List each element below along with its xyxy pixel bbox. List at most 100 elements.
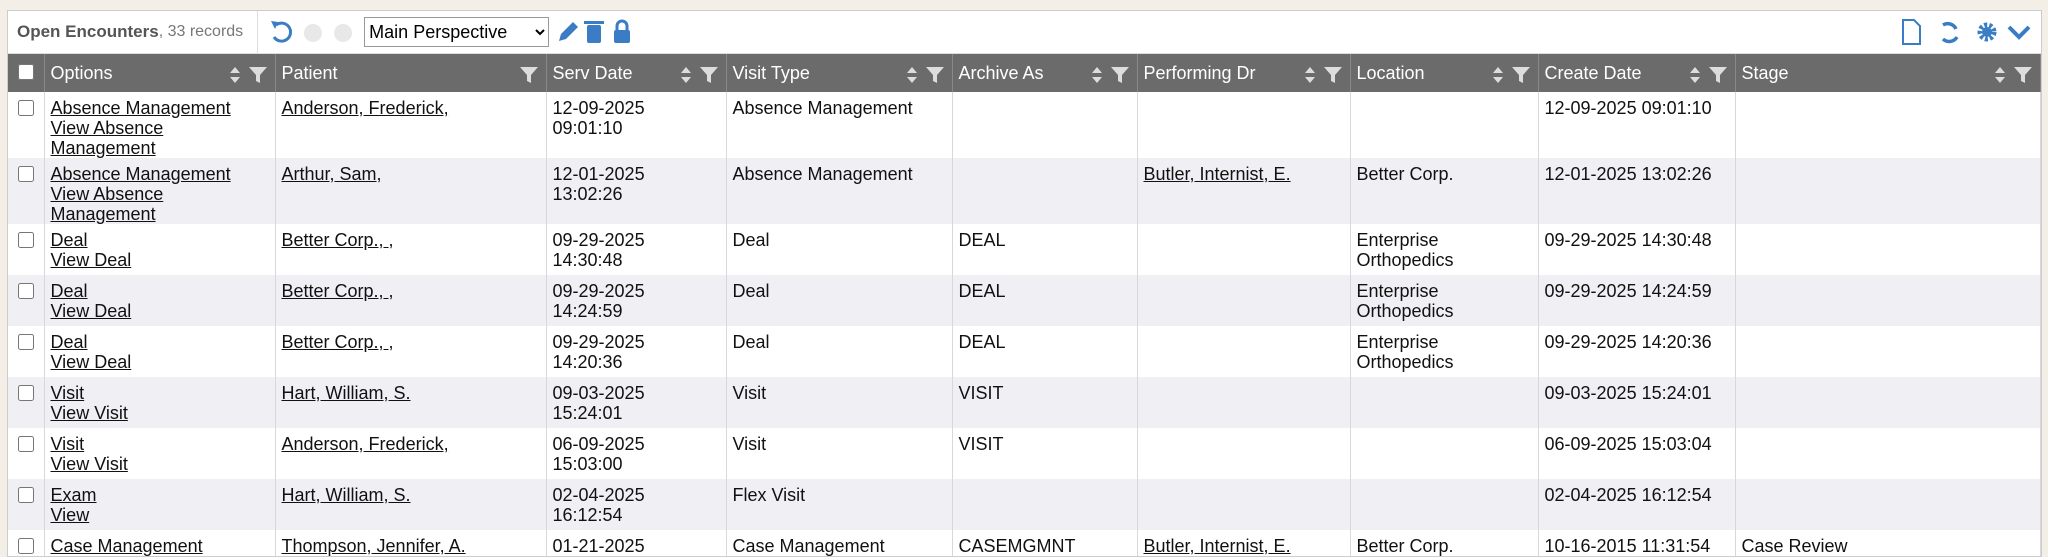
option-link[interactable]: View Deal xyxy=(50,301,132,321)
column-title: Performing Dr xyxy=(1143,62,1256,83)
column-header[interactable]: Performing Dr xyxy=(1137,54,1351,92)
select-cell xyxy=(8,158,45,224)
header-icons[interactable] xyxy=(498,65,542,90)
cell: 09-29-2025 14:30:48 xyxy=(1538,224,1736,275)
record-link[interactable]: Hart, William, S. xyxy=(281,383,411,403)
option-link[interactable]: Visit xyxy=(50,383,85,403)
cell: DEAL xyxy=(952,224,1138,275)
column-header[interactable]: Visit Type xyxy=(726,54,953,92)
select-all[interactable] xyxy=(8,54,45,92)
header-icons[interactable] xyxy=(1687,65,1731,90)
header-icons[interactable] xyxy=(1992,65,2036,90)
column-header[interactable]: Options xyxy=(44,54,276,92)
record-link[interactable]: Arthur, Sam, xyxy=(281,164,382,184)
right-icons[interactable] xyxy=(1897,17,2037,47)
option-link[interactable]: Deal xyxy=(50,230,88,250)
record-link[interactable]: Better Corp., , xyxy=(281,230,394,250)
table-row: Exam View Hart, William, S. 02-04-2025 16:1… xyxy=(8,479,2041,530)
header-icons[interactable] xyxy=(1089,65,1133,90)
cell-text: 12-01-2025 13:02:26 xyxy=(552,164,645,204)
cell: Flex Visit xyxy=(726,479,953,530)
cell: Deal View Deal xyxy=(44,275,276,326)
column-title: Create Date xyxy=(1544,62,1642,83)
cell: Absence Management xyxy=(726,158,953,224)
cell xyxy=(1350,428,1539,479)
column-header[interactable]: Archive As xyxy=(952,54,1138,92)
checkbox[interactable] xyxy=(18,63,34,80)
cell: Deal xyxy=(726,224,953,275)
record-link[interactable]: Better Corp., , xyxy=(281,281,394,301)
option-link[interactable]: View xyxy=(50,505,90,525)
option-link[interactable]: View Visit xyxy=(50,403,128,423)
checkbox[interactable] xyxy=(18,334,34,350)
cell-text: Better Corp. xyxy=(1356,164,1454,184)
checkbox[interactable] xyxy=(18,436,34,452)
option-link[interactable]: View Deal xyxy=(50,352,132,372)
record-link[interactable]: Thompson, Jennifer, A. xyxy=(281,536,466,556)
column-title: Stage xyxy=(1741,62,1789,83)
option-link[interactable]: View Visit xyxy=(50,454,128,474)
option-link[interactable]: View Absence Management xyxy=(50,118,164,158)
cell-text: 09-03-2025 15:24:01 xyxy=(1544,383,1712,403)
column-header[interactable]: Patient xyxy=(275,54,547,92)
table-row: Deal View Deal Better Corp., , 09-29-2025 1… xyxy=(8,326,2041,377)
checkbox[interactable] xyxy=(18,166,34,182)
cell: Better Corp., , xyxy=(275,275,547,326)
edit-icons[interactable] xyxy=(555,17,635,47)
cell-text: Case Management xyxy=(732,536,885,556)
cell-text: Flex Visit xyxy=(732,485,806,505)
header-icons[interactable] xyxy=(227,65,271,90)
cell xyxy=(1735,326,2041,377)
record-link[interactable]: Butler, Internist, E. xyxy=(1143,536,1291,556)
checkbox[interactable] xyxy=(18,283,34,299)
nav-icons[interactable] xyxy=(268,17,358,47)
checkbox[interactable] xyxy=(18,487,34,503)
column-header[interactable]: Serv Date xyxy=(546,54,727,92)
option-link[interactable]: Exam xyxy=(50,485,97,505)
cell: CASEMGMNT xyxy=(952,530,1138,556)
cell: Anderson, Frederick, xyxy=(275,92,547,158)
header-icons[interactable] xyxy=(1302,65,1346,90)
cell xyxy=(1137,479,1351,530)
cell: 02-04-2025 16:12:54 xyxy=(1538,479,1736,530)
cell-text: 09-29-2025 14:24:59 xyxy=(552,281,645,321)
header-icons[interactable] xyxy=(904,65,948,90)
option-link[interactable]: Visit xyxy=(50,434,85,454)
cell: Anderson, Frederick, xyxy=(275,428,547,479)
record-link[interactable]: Better Corp., , xyxy=(281,332,394,352)
cell: Visit View Visit xyxy=(44,428,276,479)
option-link[interactable]: Deal xyxy=(50,281,88,301)
cell: Deal xyxy=(726,326,953,377)
checkbox[interactable] xyxy=(18,232,34,248)
column-header[interactable]: Create Date xyxy=(1538,54,1736,92)
select-cell xyxy=(8,428,45,479)
column-header[interactable]: Stage xyxy=(1735,54,2041,92)
option-link[interactable]: Case Management xyxy=(50,536,203,556)
cell: Better Corp., , xyxy=(275,326,547,377)
checkbox[interactable] xyxy=(18,100,34,116)
record-link[interactable]: Anderson, Frederick, xyxy=(281,434,449,454)
cell: VISIT xyxy=(952,428,1138,479)
column-header[interactable]: Location xyxy=(1350,54,1539,92)
cell: Hart, William, S. xyxy=(275,479,547,530)
option-link[interactable]: View Deal xyxy=(50,250,132,270)
checkbox[interactable] xyxy=(18,538,34,554)
record-link[interactable]: Hart, William, S. xyxy=(281,485,411,505)
record-link[interactable]: Anderson, Frederick, xyxy=(281,98,449,118)
cell xyxy=(1137,275,1351,326)
cell-text: 01-21-2025 10:30:00 xyxy=(552,536,645,556)
header-icons[interactable] xyxy=(678,65,722,90)
perspective-select[interactable]: Main Perspective xyxy=(364,17,550,47)
record-link[interactable]: Butler, Internist, E. xyxy=(1143,164,1291,184)
option-link[interactable]: Deal xyxy=(50,332,88,352)
option-link[interactable]: Absence Management xyxy=(50,164,231,184)
cell-text: VISIT xyxy=(958,383,1004,403)
header-icons[interactable] xyxy=(1490,65,1534,90)
checkbox[interactable] xyxy=(18,385,34,401)
cell-text: Enterprise Orthopedics xyxy=(1356,332,1454,372)
option-link[interactable]: View Absence Management xyxy=(50,184,164,224)
cell-text: 12-09-2025 09:01:10 xyxy=(552,98,645,138)
cell xyxy=(1350,479,1539,530)
option-link[interactable]: Absence Management xyxy=(50,98,231,118)
cell: 09-29-2025 14:20:36 xyxy=(546,326,727,377)
